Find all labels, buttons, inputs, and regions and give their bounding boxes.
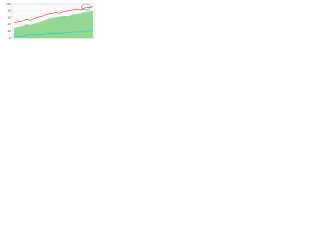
y-tick-label: 80 — [8, 9, 12, 13]
line — [14, 30, 93, 37]
y-tick-label: 40 — [8, 22, 12, 26]
y-tick-label: 20 — [8, 29, 12, 33]
y-tick-label: 0 — [9, 36, 11, 40]
area — [13, 10, 94, 39]
y-tick-label: 60 — [8, 15, 12, 19]
chart: 0 20 40 60 80 100 — [6, 2, 96, 40]
line — [13, 6, 93, 23]
y-tick-label: 100 — [6, 2, 11, 6]
page: {"chart_data": {"type": "line", "categor… — [0, 0, 100, 49]
